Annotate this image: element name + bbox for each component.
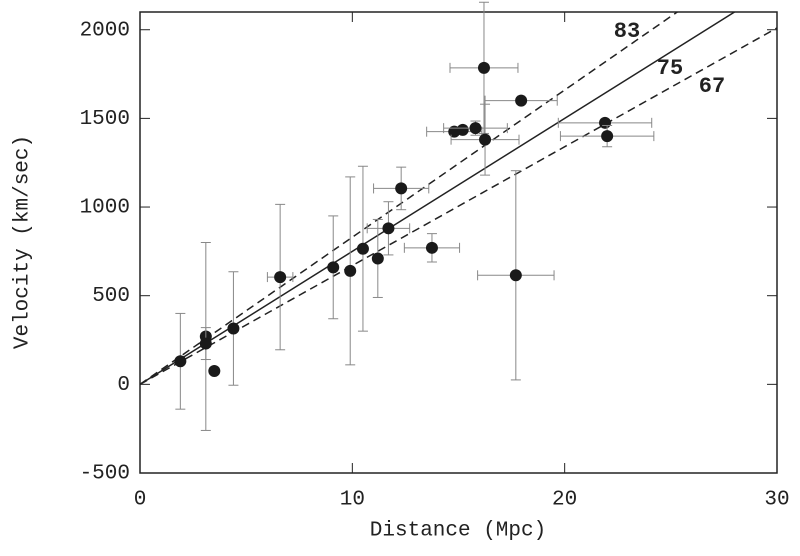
- hubble-line: [140, 27, 777, 386]
- data-point: [208, 365, 221, 378]
- y-tick-label: 1000: [80, 197, 130, 220]
- line-label: 83: [614, 19, 640, 44]
- data-point: [371, 252, 384, 265]
- y-tick-label: -500: [80, 463, 130, 486]
- data-point: [227, 322, 240, 335]
- data-point: [515, 94, 528, 107]
- x-tick-label: 0: [134, 489, 147, 512]
- data-point: [344, 264, 357, 277]
- data-point: [456, 123, 469, 136]
- data-point: [382, 222, 395, 235]
- data-point: [509, 269, 522, 282]
- line-label: 67: [699, 74, 725, 99]
- y-axis-label: Velocity (km/sec): [12, 135, 35, 349]
- data-point: [469, 122, 482, 135]
- data-point: [174, 355, 187, 368]
- data-point: [274, 271, 287, 284]
- data-point: [327, 261, 340, 274]
- y-tick-label: 2000: [80, 19, 130, 42]
- y-tick-label: 500: [92, 285, 130, 308]
- x-tick-label: 30: [764, 489, 789, 512]
- data-point: [601, 130, 614, 143]
- data-point: [199, 337, 212, 350]
- x-axis-label: Distance (Mpc): [370, 520, 546, 543]
- data-point: [395, 182, 408, 195]
- data-point: [477, 61, 490, 74]
- data-point: [356, 242, 369, 255]
- data-point: [479, 133, 492, 146]
- x-tick-label: 10: [340, 489, 365, 512]
- data-point: [425, 241, 438, 254]
- y-tick-label: 1500: [80, 108, 130, 131]
- hubble-line: [140, 12, 736, 385]
- y-tick-label: 0: [117, 374, 130, 397]
- data-point: [599, 116, 612, 129]
- line-label: 75: [657, 56, 683, 81]
- x-tick-label: 20: [552, 489, 577, 512]
- plot-frame: [139, 11, 778, 474]
